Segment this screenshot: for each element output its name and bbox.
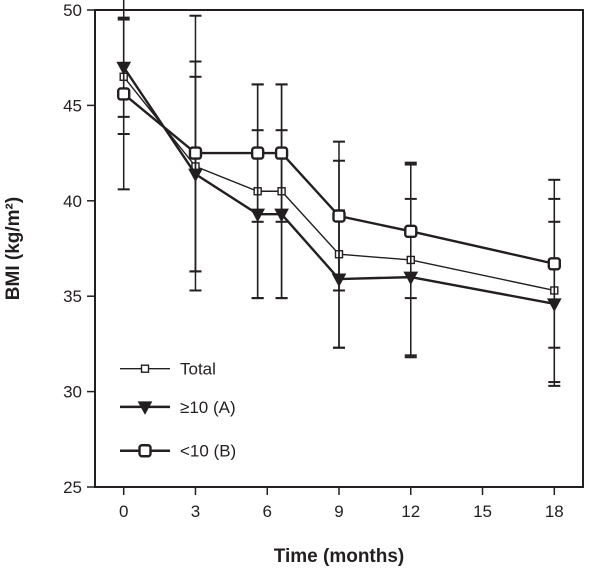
legend-marker: [137, 401, 153, 415]
legend-label: Total: [180, 360, 216, 379]
x-tick-label: 12: [401, 502, 420, 521]
y-tick-label: 40: [63, 192, 82, 211]
legend-label: ≥10 (A): [180, 398, 236, 417]
data-point: [117, 87, 131, 101]
legend-marker: [140, 364, 150, 373]
y-tick-label: 25: [63, 478, 82, 497]
data-point: [404, 224, 418, 239]
legend-item: ≥10 (A): [120, 398, 236, 417]
y-tick-label: 30: [63, 383, 82, 402]
x-tick-label: 0: [119, 502, 128, 521]
y-tick-label: 50: [63, 1, 82, 20]
legend: Total ≥10 (A) <10 (B): [120, 360, 236, 461]
legend-item: <10 (B): [120, 442, 236, 461]
x-tick-label: 3: [191, 502, 200, 521]
data-point: [250, 146, 265, 160]
x-tick-label: 9: [334, 502, 343, 521]
x-tick-label: 15: [473, 502, 492, 521]
legend-item: Total: [120, 360, 216, 379]
data-point: [188, 146, 203, 160]
axis-ticks: 25 30 35 40 45 50 0 3 6 9 12 15 18: [63, 1, 564, 521]
legend-marker: [138, 444, 152, 458]
y-tick-label: 35: [63, 287, 82, 306]
x-axis-title: Time (months): [274, 546, 405, 567]
data-point: [274, 146, 289, 160]
data-point: [332, 209, 346, 223]
x-tick-label: 18: [545, 502, 564, 521]
legend-label: <10 (B): [180, 442, 236, 461]
x-tick-label: 6: [263, 502, 272, 521]
y-axis-title: BMI (kg/m²): [3, 197, 24, 300]
series-2: [117, 0, 561, 349]
data-point: [547, 257, 561, 271]
y-tick-label: 45: [63, 96, 82, 115]
plot-area: [116, 0, 562, 387]
